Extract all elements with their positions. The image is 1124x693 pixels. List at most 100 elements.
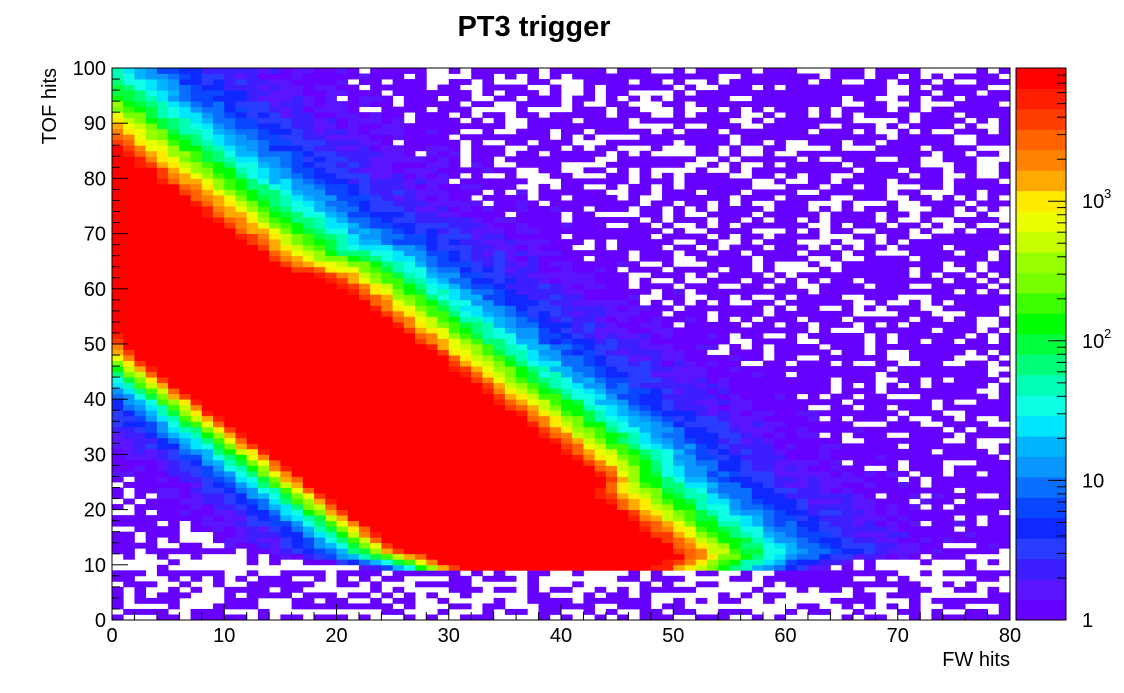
heatmap-bin xyxy=(403,161,416,168)
heatmap-bin xyxy=(572,542,584,549)
heatmap-bin xyxy=(156,310,169,317)
heatmap-bin xyxy=(516,515,528,522)
heatmap-bin xyxy=(314,316,326,323)
heatmap-bin xyxy=(448,299,461,306)
heatmap-bin xyxy=(179,239,191,246)
heatmap-bin xyxy=(325,266,337,273)
heatmap-bin xyxy=(639,614,652,621)
heatmap-bin xyxy=(572,150,584,157)
heatmap-bin xyxy=(650,437,663,444)
heatmap-bin xyxy=(549,167,562,174)
heatmap-bin xyxy=(639,553,652,560)
heatmap-bin xyxy=(403,410,416,417)
heatmap-bin xyxy=(459,564,472,571)
heatmap-bin xyxy=(190,161,203,168)
heatmap-bin xyxy=(471,222,483,229)
heatmap-bin xyxy=(370,509,382,516)
heatmap-bin xyxy=(437,272,450,279)
heatmap-bin xyxy=(291,404,304,411)
heatmap-bin xyxy=(493,366,506,372)
heatmap-bin xyxy=(134,123,147,130)
heatmap-bin xyxy=(482,542,495,549)
heatmap-bin xyxy=(695,371,708,378)
heatmap-bin xyxy=(381,183,394,190)
heatmap-bin xyxy=(123,250,135,257)
heatmap-bin xyxy=(213,432,225,439)
heatmap-bin xyxy=(493,454,506,461)
heatmap-bin xyxy=(302,570,315,577)
heatmap-bin xyxy=(617,366,629,372)
heatmap-bin xyxy=(471,377,483,384)
heatmap-bin xyxy=(381,537,394,544)
heatmap-bin xyxy=(684,233,697,240)
heatmap-bin xyxy=(392,482,405,488)
heatmap-bin xyxy=(639,189,652,196)
heatmap-bin xyxy=(123,542,135,549)
heatmap-bin xyxy=(302,250,315,257)
heatmap-bin xyxy=(572,156,584,163)
heatmap-bin xyxy=(504,531,517,538)
heatmap-bin xyxy=(145,465,158,472)
heatmap-bin xyxy=(112,393,124,400)
heatmap-bin xyxy=(134,79,147,85)
heatmap-bin xyxy=(628,382,640,389)
heatmap-bin xyxy=(134,355,147,361)
heatmap-bin xyxy=(527,73,539,80)
heatmap-bin xyxy=(257,183,270,190)
heatmap-bin xyxy=(246,410,259,417)
heatmap-bin xyxy=(740,377,753,384)
heatmap-bin xyxy=(639,255,652,262)
heatmap-bin xyxy=(257,211,270,218)
heatmap-bin xyxy=(246,366,259,372)
heatmap-bin xyxy=(639,68,652,74)
heatmap-bin xyxy=(504,255,517,262)
heatmap-bin xyxy=(482,73,495,80)
heatmap-bin xyxy=(561,509,573,516)
heatmap-bin xyxy=(347,150,360,157)
heatmap-bin xyxy=(471,570,483,577)
heatmap-bin xyxy=(347,266,360,273)
heatmap-bin xyxy=(471,344,483,350)
heatmap-bin xyxy=(583,531,596,538)
heatmap-bin xyxy=(347,393,360,400)
heatmap-bin xyxy=(561,504,573,510)
heatmap-bin xyxy=(415,321,427,328)
heatmap-bin xyxy=(269,476,281,483)
heatmap-bin xyxy=(201,526,214,533)
heatmap-bin xyxy=(269,382,281,389)
heatmap-bin xyxy=(471,349,483,356)
heatmap-bin xyxy=(583,454,596,461)
heatmap-bin xyxy=(201,239,214,246)
heatmap-bin xyxy=(628,603,640,610)
heatmap-bin xyxy=(224,531,236,538)
heatmap-bin xyxy=(280,338,292,345)
heatmap-bin xyxy=(605,194,618,201)
heatmap-bin xyxy=(190,222,203,229)
heatmap-bin xyxy=(381,272,394,279)
heatmap-bin xyxy=(493,470,506,477)
heatmap-bin xyxy=(415,526,427,533)
heatmap-bin xyxy=(134,421,147,428)
heatmap-bin xyxy=(156,493,169,499)
heatmap-bin xyxy=(134,194,147,201)
heatmap-bin xyxy=(246,432,259,439)
heatmap-bin xyxy=(504,553,517,560)
heatmap-bin xyxy=(269,161,281,168)
heatmap-bin xyxy=(471,200,483,207)
heatmap-bin xyxy=(314,294,326,301)
heatmap-bin xyxy=(549,399,562,406)
heatmap-bin xyxy=(201,288,214,295)
heatmap-bin xyxy=(448,123,461,130)
heatmap-bin xyxy=(235,321,248,328)
heatmap-bin xyxy=(662,200,674,207)
heatmap-bin xyxy=(314,399,326,406)
heatmap-bin xyxy=(314,498,326,505)
heatmap-bin xyxy=(718,233,730,240)
heatmap-bin xyxy=(459,454,472,461)
heatmap-bin xyxy=(718,377,730,384)
heatmap-bin xyxy=(291,493,304,499)
heatmap-bin xyxy=(257,272,270,279)
heatmap-bin xyxy=(516,128,528,135)
heatmap-bin xyxy=(437,597,450,604)
heatmap-bin xyxy=(134,515,147,522)
